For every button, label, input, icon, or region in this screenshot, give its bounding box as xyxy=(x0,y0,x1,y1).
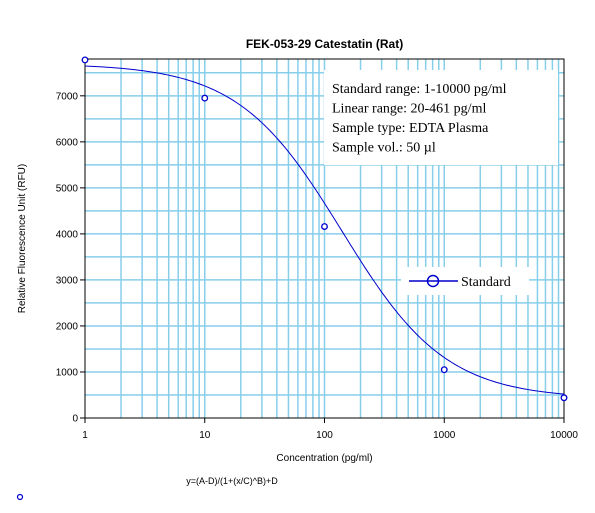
data-point xyxy=(440,366,448,374)
y-tick-label: 3000 xyxy=(56,275,79,286)
data-point xyxy=(321,223,328,230)
axis-ticks xyxy=(80,95,565,423)
data-points xyxy=(81,56,568,402)
data-point xyxy=(201,94,209,102)
y-tick-label: 5000 xyxy=(56,183,79,194)
y-tick-label: 7000 xyxy=(56,91,79,102)
y-tick-label: 6000 xyxy=(56,137,79,148)
chart-title: FEK-053-29 Catestatin (Rat) xyxy=(246,37,403,51)
data-point xyxy=(81,56,89,64)
x-axis-label: Concentration (pg/ml) xyxy=(276,453,372,464)
fit-curve xyxy=(84,65,565,395)
legend-label: Standard xyxy=(461,275,511,290)
y-tick-label: 4000 xyxy=(56,229,79,240)
x-tick-label: 1 xyxy=(82,430,88,441)
annotation-line: Sample vol.: 50 µl xyxy=(332,141,436,156)
fit-equation: y=(A-D)/(1+(x/C)^B)+D xyxy=(186,476,278,486)
annotation-line: Sample type: EDTA Plasma xyxy=(332,121,489,136)
y-tick-label: 2000 xyxy=(56,321,79,332)
y-axis-label: Relative Fluorescence Unit (RFU) xyxy=(17,164,28,314)
data-point xyxy=(560,394,568,402)
annotation-line: Linear range: 20-461 pg/ml xyxy=(332,102,486,117)
x-tick-label: 100 xyxy=(316,430,333,441)
legend-marker xyxy=(426,274,440,288)
x-tick-label: 10 xyxy=(199,430,211,441)
annotation-line: Standard range: 1-10000 pg/ml xyxy=(332,82,507,97)
legend: Standard xyxy=(401,267,529,295)
info-box: Standard range: 1-10000 pg/ml Linear rang… xyxy=(324,70,558,165)
info-box-background xyxy=(324,70,558,165)
y-tick-label: 1000 xyxy=(56,367,79,378)
tick-labels: 0 1000 2000 3000 4000 5000 6000 7000 1 10 100 1000 1… xyxy=(56,91,579,441)
x-tick-label: 10000 xyxy=(550,430,578,441)
x-tick-label: 1000 xyxy=(433,430,456,441)
y-tick-label: 0 xyxy=(72,414,78,425)
legend-marker-icon xyxy=(16,493,24,501)
